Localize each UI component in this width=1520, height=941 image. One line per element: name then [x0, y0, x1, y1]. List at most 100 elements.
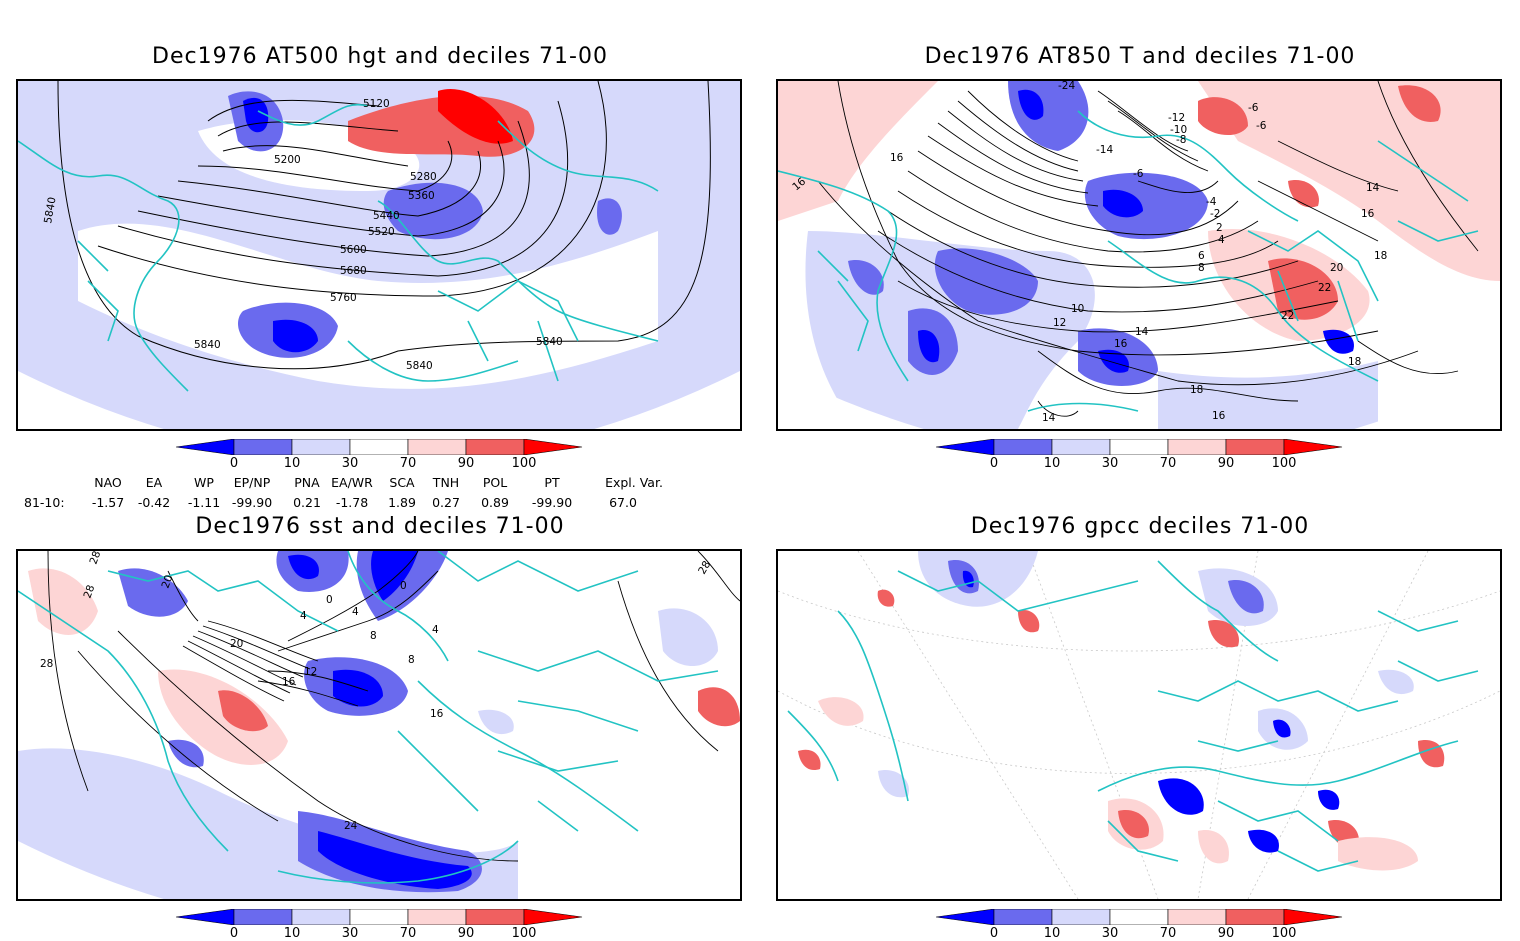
colorbar-segment	[1109, 909, 1169, 925]
contour-label: -10	[1170, 124, 1187, 136]
contour-label: 5840	[406, 360, 433, 372]
colorbar-tick-label: 90	[457, 926, 475, 941]
colorbar-tick-label: 0	[229, 456, 239, 471]
contour-label: -6	[1133, 168, 1144, 180]
panel-title-gpcc: Dec1976 gpcc deciles 71-00	[970, 514, 1310, 539]
index-header: SCA	[389, 475, 415, 490]
contour-label: 5840	[42, 196, 58, 224]
colorbar-sst: 0 10 30 70 90 100	[176, 909, 596, 941]
colorbar-svg	[936, 909, 1343, 925]
panel-title-hgt500: Dec1976 AT500 hgt and deciles 71-00	[152, 44, 608, 69]
colorbar-tick-label: 90	[1217, 926, 1235, 941]
colorbar-segment	[523, 439, 583, 455]
contour-label: -24	[1058, 81, 1075, 92]
contour-label: 18	[1190, 384, 1203, 396]
colorbar-segment	[1225, 909, 1285, 925]
index-header: EA/WR	[331, 475, 373, 490]
contour-label: 20	[230, 638, 243, 650]
contour-label: 28	[88, 551, 104, 566]
contour-label: 12	[1053, 317, 1066, 329]
contour-label: 16	[282, 676, 296, 688]
index-value: -1.11	[187, 495, 221, 510]
contour-label: 5840	[194, 339, 221, 351]
contour-label: 4	[432, 624, 439, 636]
index-value: 1.89	[388, 495, 416, 510]
index-header: PT	[544, 475, 560, 490]
contour-label: 16	[430, 708, 444, 720]
contour-label: 5600	[340, 244, 367, 256]
contour-label: 16	[890, 152, 904, 164]
index-value: -1.78	[335, 495, 369, 510]
index-header: EA	[145, 475, 163, 490]
contour-label: 8	[1198, 262, 1205, 274]
contour-label: 28	[696, 559, 713, 577]
colorbar-segment	[1167, 909, 1227, 925]
colorbar-segment	[291, 439, 351, 455]
contour-label: 14	[1135, 326, 1149, 338]
contour-label: 18	[1374, 250, 1387, 262]
colorbar-segment	[1283, 439, 1343, 455]
contour-label: 16	[1114, 338, 1128, 350]
contour-label: -6	[1248, 102, 1259, 114]
index-value: 0.89	[481, 495, 509, 510]
index-value: -99.90	[231, 495, 273, 510]
contour-label: 5280	[410, 171, 437, 183]
contour-label: 18	[1348, 356, 1361, 368]
contour-label: 5760	[330, 292, 357, 304]
colorbar-tick-label: 0	[989, 456, 999, 471]
contour-label: 5840	[536, 336, 563, 348]
contour-label: 4	[300, 610, 307, 622]
contour-label: 20	[160, 573, 176, 590]
colorbar-segment	[176, 439, 235, 455]
index-header: POL	[482, 475, 508, 490]
map-sst: 28 28 28 20 0 0 4 4 8 20 12 16 4 16 24 2…	[16, 549, 742, 901]
row-label: 81-10:	[24, 495, 65, 510]
colorbar-segment	[936, 439, 995, 455]
colorbar-segment	[1167, 439, 1227, 455]
colorbar-svg	[176, 909, 583, 925]
colorbar-tick-label: 30	[341, 456, 359, 471]
colorbar-tick-label: 30	[341, 926, 359, 941]
index-header: Expl. Var.	[605, 475, 663, 490]
index-header: TNH	[432, 475, 460, 490]
colorbar-segment	[1225, 439, 1285, 455]
contour-label: -6	[1256, 120, 1267, 132]
colorbar-tick-label: 30	[1101, 456, 1119, 471]
colorbar-gpcc: 0 10 30 70 90 100	[936, 909, 1356, 941]
contour-label: 5120	[363, 98, 390, 110]
contour-label: 0	[326, 594, 333, 606]
contour-label: 5520	[368, 226, 395, 238]
map-hgt500-svg: 5120 5200 5280 5360 5440 5520 5600 5680 …	[18, 81, 740, 429]
contour-label: 14	[1366, 182, 1380, 194]
colorbar-segment	[1051, 439, 1111, 455]
colorbar-tick-label: 70	[399, 456, 417, 471]
index-value: 67.0	[609, 495, 637, 510]
contour-label: 5440	[373, 210, 400, 222]
index-value: -0.42	[137, 495, 171, 510]
index-header: WP	[194, 475, 214, 490]
contour-label: 22	[1281, 310, 1294, 322]
contour-label: 24	[344, 820, 358, 832]
contour-label: -14	[1096, 144, 1113, 156]
colorbar-tick-label: 100	[1271, 926, 1297, 941]
colorbar-svg	[176, 439, 583, 455]
colorbar-segment	[936, 909, 995, 925]
panel-title-t850: Dec1976 AT850 T and deciles 71-00	[924, 44, 1356, 69]
index-value: -1.57	[91, 495, 125, 510]
colorbar-segment	[407, 439, 467, 455]
colorbar-segment	[291, 909, 351, 925]
contour-label: 4	[352, 606, 359, 618]
colorbar-segment	[993, 909, 1053, 925]
contour-label: 10	[1071, 303, 1084, 315]
contour-label: -2	[1210, 208, 1220, 220]
colorbar-tick-label: 100	[1271, 456, 1297, 471]
map-t850: -24 -12 -10 -8 -6 -6 -14 -8 -6 -4 -2 2 4…	[776, 79, 1502, 431]
colorbar-svg	[936, 439, 1343, 455]
contour-label: -4	[1206, 196, 1217, 208]
colorbar-segment	[349, 909, 409, 925]
colorbar-tick-label: 70	[1159, 926, 1177, 941]
index-header: PNA	[294, 475, 320, 490]
contour-label: 2	[1216, 222, 1223, 234]
contour-label: 22	[1318, 282, 1331, 294]
index-header: EP/NP	[233, 475, 271, 490]
